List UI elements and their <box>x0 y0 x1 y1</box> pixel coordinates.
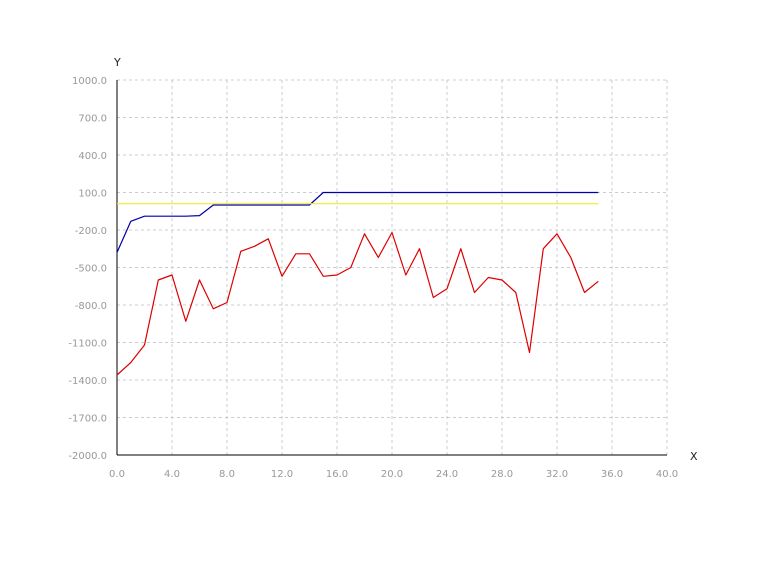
series-line-blue <box>116 191 599 253</box>
y-tick-label: 400.0 <box>78 151 107 162</box>
x-tick-label: 28.0 <box>491 469 513 480</box>
y-tick-label: -500.0 <box>75 264 107 275</box>
x-tick-label: 8.0 <box>219 469 235 480</box>
y-tick-label: 700.0 <box>78 114 107 125</box>
grid <box>117 79 668 455</box>
y-tick-label: -1700.0 <box>68 414 107 425</box>
x-tick-label: 20.0 <box>381 469 403 480</box>
x-tick-label: 32.0 <box>546 469 568 480</box>
y-tick-label: 1000.0 <box>72 76 107 87</box>
x-tick-label: 0.0 <box>109 469 125 480</box>
x-tick-label: 12.0 <box>271 469 293 480</box>
y-tick-label: -2000.0 <box>68 451 107 462</box>
series-line-red <box>116 231 599 376</box>
y-tick-label: -1100.0 <box>68 339 107 350</box>
axes <box>116 80 667 456</box>
y-tick-label: -1400.0 <box>68 376 107 387</box>
x-tick-label: 16.0 <box>326 469 348 480</box>
x-tick-label: 4.0 <box>164 469 180 480</box>
y-tick-label: 100.0 <box>78 189 107 200</box>
x-axis-title: X <box>690 450 698 463</box>
y-axis-title: Y <box>113 56 121 69</box>
series-group <box>116 191 599 376</box>
x-tick-label: 24.0 <box>436 469 458 480</box>
y-tick-label: -200.0 <box>75 226 107 237</box>
x-tick-label: 40.0 <box>656 469 678 480</box>
tick-labels: 0.0 4.0 8.0 12.0 16.0 20.0 24.0 28.0 32.0 36.0 40.… <box>68 76 678 480</box>
y-tick-label: -800.0 <box>75 301 107 312</box>
x-tick-label: 36.0 <box>601 469 623 480</box>
